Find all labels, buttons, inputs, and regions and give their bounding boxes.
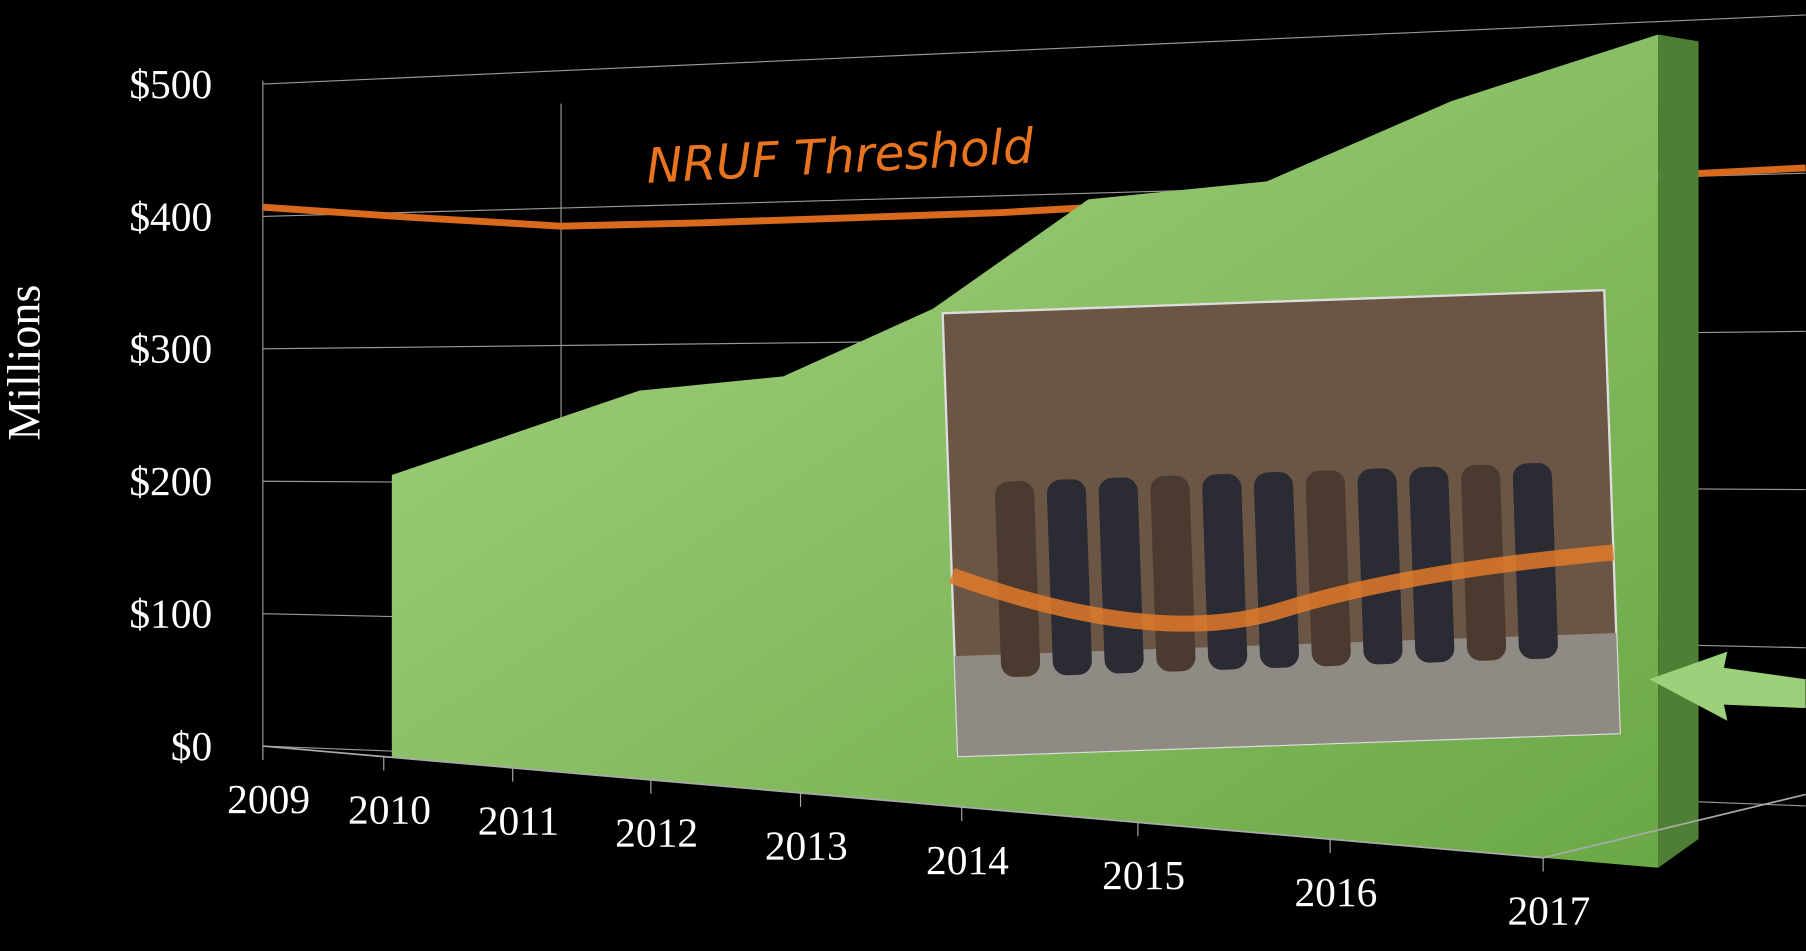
photo-person xyxy=(1098,477,1144,674)
y-tick-label: $400 xyxy=(129,193,212,239)
photo-person xyxy=(1357,468,1403,665)
photo-person xyxy=(1046,479,1092,676)
x-tick-label: 2016 xyxy=(1294,869,1377,915)
front-layer: 2009 2010 2011 2012 2013 2014 2015 2016 2017 xyxy=(227,745,1806,934)
annotation: NRUF Threshold xyxy=(645,119,1035,195)
y-tick-label: $500 xyxy=(129,61,212,107)
photo-person xyxy=(1253,471,1299,669)
photo-person xyxy=(995,481,1041,678)
x-axis xyxy=(262,745,1544,859)
mid-layer xyxy=(391,34,1806,868)
y-tick-label: $0 xyxy=(171,723,212,769)
y-axis-label: Millions xyxy=(0,285,50,441)
x-tick-label: 2015 xyxy=(1102,852,1185,898)
photo-ribbon xyxy=(949,544,1615,632)
x-tick-label: 2011 xyxy=(478,798,559,844)
photo-person xyxy=(1409,466,1455,663)
y-tick-label: $200 xyxy=(129,458,212,504)
x-tick-label: 2009 xyxy=(227,776,310,822)
area-side xyxy=(1658,34,1699,868)
arrow xyxy=(1649,651,1806,721)
x-tick-label: 2010 xyxy=(348,786,431,832)
photo-person xyxy=(1305,470,1351,667)
x-axis-side xyxy=(1542,793,1806,859)
x-tick-label: 2012 xyxy=(615,810,698,856)
photo xyxy=(941,288,1621,758)
photo-person xyxy=(1150,475,1196,672)
x-tick-label: 2017 xyxy=(1507,888,1590,934)
photo-person xyxy=(1202,473,1248,670)
grid-line xyxy=(262,14,1806,85)
x-tick-label: 2013 xyxy=(765,823,848,869)
x-tick-label: 2014 xyxy=(926,837,1009,883)
y-tick-label: $300 xyxy=(129,326,212,372)
y-tick-label: $100 xyxy=(129,590,212,636)
